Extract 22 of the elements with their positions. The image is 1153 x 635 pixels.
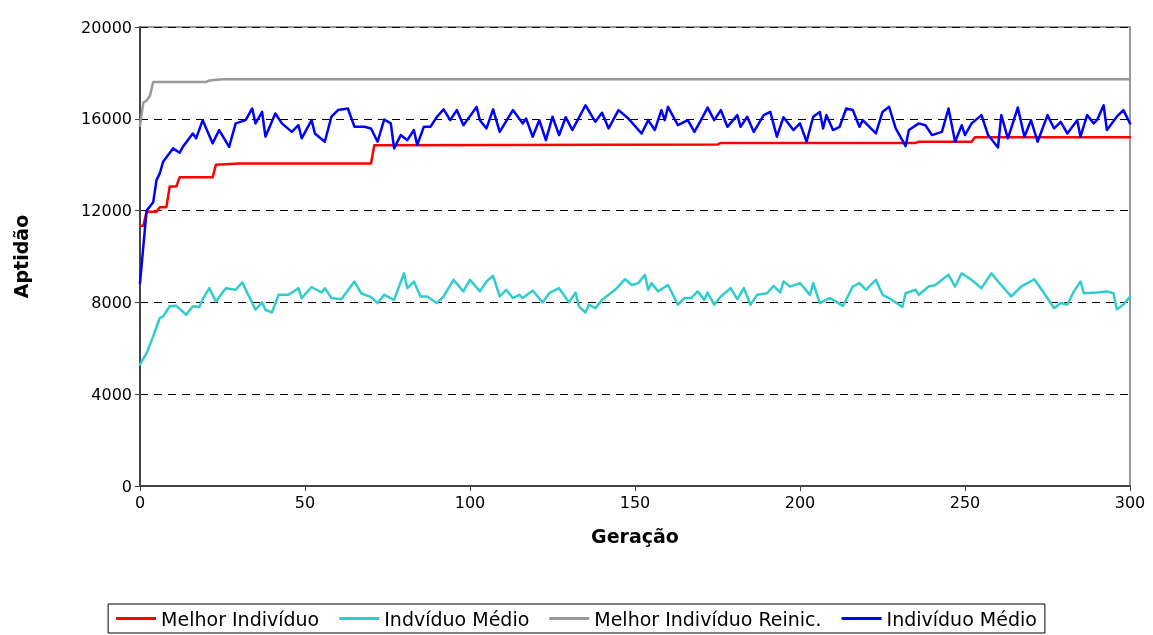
- legend-label: Melhor Indivíduo: [161, 607, 320, 630]
- x-tick-label: 250: [949, 492, 981, 512]
- legend-label: Melhor Indivíduo Reinic.: [594, 607, 822, 630]
- y-tick-label: 4000: [91, 384, 132, 404]
- x-tick-label: 300: [1114, 492, 1146, 512]
- x-tick-label: 200: [784, 492, 816, 512]
- x-tick-label: 50: [294, 492, 316, 512]
- line-series: [138, 272, 1132, 366]
- x-tick-label: 150: [619, 492, 651, 512]
- line-series: [138, 135, 1132, 227]
- y-tick-label: 0: [121, 476, 132, 496]
- x-tick-label: 100: [454, 492, 486, 512]
- y-tick-label: 20000: [81, 17, 132, 37]
- y-tick-label: 16000: [81, 109, 132, 129]
- x-axis-title: Geração: [591, 524, 679, 547]
- x-tick-label: 0: [134, 492, 146, 512]
- y-tick-label: 12000: [81, 201, 132, 221]
- y-axis-title: Aptidão: [9, 214, 32, 299]
- line-series: [138, 104, 1132, 285]
- legend-label: Indivíduo Médio: [886, 607, 1037, 630]
- legend-label: Indvíduo Médio: [384, 607, 530, 630]
- y-tick-label: 8000: [91, 292, 132, 312]
